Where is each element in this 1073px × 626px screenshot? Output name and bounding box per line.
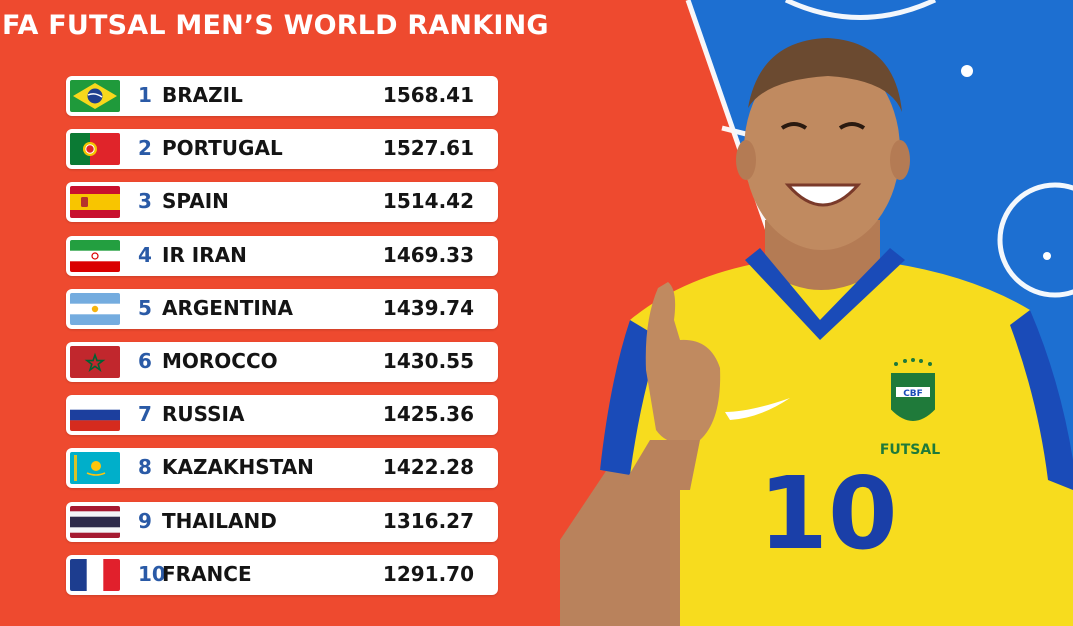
country-name: BRAZIL — [162, 83, 243, 107]
thailand-flag-icon — [70, 505, 120, 538]
rank-number: 6 — [138, 348, 152, 373]
rank-number: 1 — [138, 83, 152, 107]
player-illustration: CBF FUTSAL 10 — [560, 38, 1073, 626]
country-name: IR IRAN — [162, 242, 247, 267]
jersey-collar — [745, 248, 905, 340]
ranking-row: 2 PORTUGAL 1527.61 — [66, 129, 498, 170]
ranking-list: 1 BRAZIL 1568.41 2 PORTUGAL 1527.61 3 SP… — [66, 76, 498, 608]
country-name: ARGENTINA — [162, 295, 293, 320]
ranking-row: 8 KAZAKHSTAN 1422.28 — [66, 448, 498, 489]
rank-number: 9 — [138, 508, 152, 533]
ranking-points: 1568.41 — [382, 83, 474, 107]
france-flag-icon — [70, 558, 120, 591]
rank-number: 5 — [138, 295, 152, 320]
country-name: MOROCCO — [162, 348, 278, 373]
argentina-flag-icon — [70, 292, 120, 325]
rank-number: 3 — [138, 189, 152, 214]
morocco-flag-icon — [70, 345, 120, 378]
player-jersey — [600, 258, 1073, 626]
country-name: RUSSIA — [162, 402, 245, 427]
rank-number: 10 — [138, 561, 166, 586]
ranking-points: 1439.74 — [382, 295, 474, 320]
ranking-points: 1527.61 — [382, 136, 474, 161]
russia-flag-icon — [70, 399, 120, 432]
ranking-row: 5 ARGENTINA 1439.74 — [66, 288, 498, 329]
iran-flag-icon — [70, 239, 120, 272]
player-head — [744, 50, 900, 250]
country-name: FRANCE — [162, 561, 252, 586]
ranking-points: 1469.33 — [382, 242, 474, 267]
ranking-row: 1 BRAZIL 1568.41 — [66, 76, 498, 116]
pointing-hand — [645, 282, 721, 444]
ranking-points: 1316.27 — [382, 508, 474, 533]
rank-number: 7 — [138, 402, 152, 427]
jersey-number: 10 — [758, 455, 897, 572]
ranking-points: 1422.28 — [382, 455, 474, 480]
ranking-row: 4 IR IRAN 1469.33 — [66, 235, 498, 276]
spain-flag-icon — [70, 186, 120, 219]
ranking-points: 1514.42 — [382, 189, 474, 214]
page-title: FA FUTSAL MEN’S WORLD RANKING — [2, 10, 549, 41]
brazil-flag-icon — [70, 80, 120, 112]
ranking-row: 3 SPAIN 1514.42 — [66, 182, 498, 223]
ranking-row: 6 MOROCCO 1430.55 — [66, 341, 498, 382]
portugal-flag-icon — [70, 133, 120, 166]
ranking-row: 9 THAILAND 1316.27 — [66, 501, 498, 542]
country-name: THAILAND — [162, 508, 277, 533]
ranking-row: 7 RUSSIA 1425.36 — [66, 395, 498, 436]
player-arm — [560, 450, 680, 626]
rank-number: 2 — [138, 136, 152, 161]
ranking-row: 10 FRANCE 1291.70 — [66, 554, 498, 595]
ranking-points: 1291.70 — [382, 561, 474, 586]
country-name: PORTUGAL — [162, 136, 283, 161]
jersey-label: FUTSAL — [880, 442, 940, 458]
cbf-crest-icon: CBF — [889, 358, 937, 423]
country-name: KAZAKHSTAN — [162, 455, 314, 480]
country-name: SPAIN — [162, 189, 229, 214]
kazakhstan-flag-icon — [70, 452, 120, 485]
crest-text: CBF — [903, 389, 923, 399]
rank-number: 4 — [138, 242, 152, 267]
ranking-points: 1430.55 — [382, 348, 474, 373]
ranking-points: 1425.36 — [382, 402, 474, 427]
rank-number: 8 — [138, 455, 152, 480]
